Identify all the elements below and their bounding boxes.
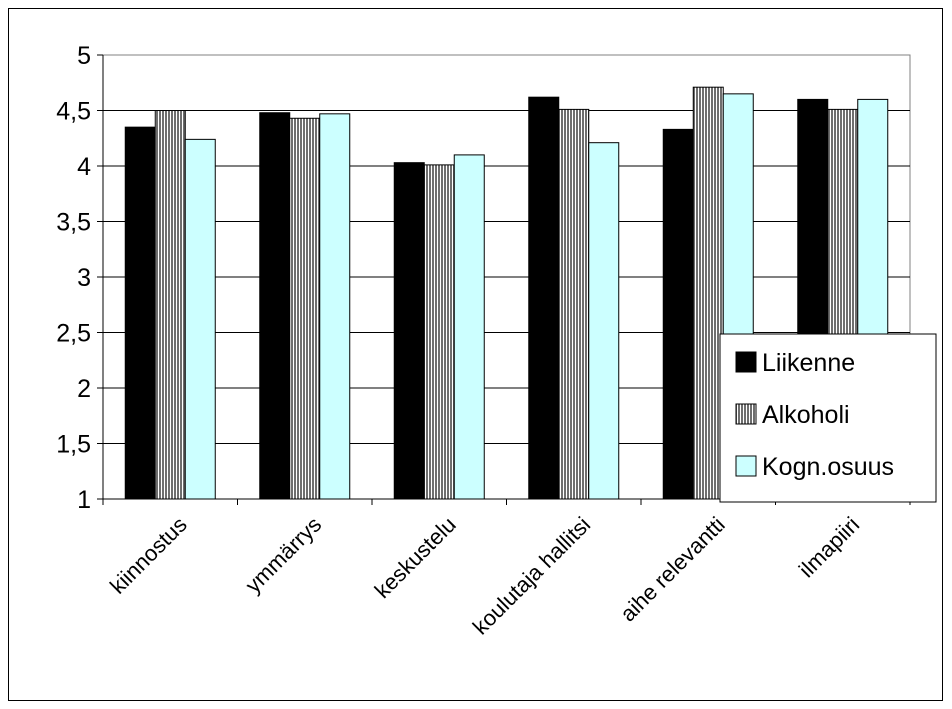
x-tick-label: aihe relevantti — [615, 512, 730, 627]
bar-alkoholi-1 — [154, 110, 186, 500]
bar-kogn-osuus-1 — [184, 138, 216, 500]
x-tick-label: ymmärrys — [240, 512, 326, 598]
bar-kogn-osuus-3 — [453, 154, 485, 500]
y-tick-label: 3 — [77, 264, 91, 292]
x-tick-label: keskustelu — [370, 512, 461, 603]
legend-swatch — [735, 455, 757, 477]
bar-alkoholi-2 — [289, 117, 321, 500]
legend-label: Kogn.osuus — [762, 453, 894, 481]
bar-liikenne-3 — [393, 162, 425, 500]
y-tick-label: 3,5 — [56, 209, 91, 237]
legend-label: Liikenne — [762, 349, 855, 377]
y-tick-label: 4,5 — [56, 98, 91, 126]
bars — [124, 86, 889, 500]
y-tick-label: 1 — [77, 486, 91, 514]
bar-alkoholi-5 — [692, 86, 724, 500]
y-tick-label: 1,5 — [56, 431, 91, 459]
x-tick-label: koulutaja hallitsi — [468, 512, 596, 640]
legend-swatch — [735, 351, 757, 373]
bar-alkoholi-4 — [558, 108, 590, 500]
legend-swatch — [735, 403, 757, 425]
y-tick-label: 2,5 — [56, 320, 91, 348]
x-tick-label: kiinnostus — [105, 512, 192, 599]
bar-liikenne-2 — [259, 112, 291, 500]
bar-liikenne-4 — [528, 96, 560, 500]
bar-kogn-osuus-4 — [588, 142, 620, 500]
y-tick-label: 4 — [77, 153, 91, 181]
legend: Liikenne Alkoholi Kogn.osuus — [719, 333, 937, 503]
bar-liikenne-1 — [124, 126, 156, 500]
x-tick-label: ilmapiiri — [794, 512, 864, 582]
y-tick-label: 2 — [77, 375, 91, 403]
bar-liikenne-5 — [662, 128, 694, 500]
x-axis: kiinnostus ymmärrys keskustelu koulutaja ha… — [102, 498, 911, 640]
legend-label: Alkoholi — [762, 401, 850, 429]
bar-kogn-osuus-2 — [319, 113, 351, 500]
y-axis: 1 1,5 2 2,5 3 3,5 4 4,5 5 — [56, 42, 104, 514]
bar-alkoholi-3 — [423, 164, 455, 500]
y-tick-label: 5 — [77, 42, 91, 70]
